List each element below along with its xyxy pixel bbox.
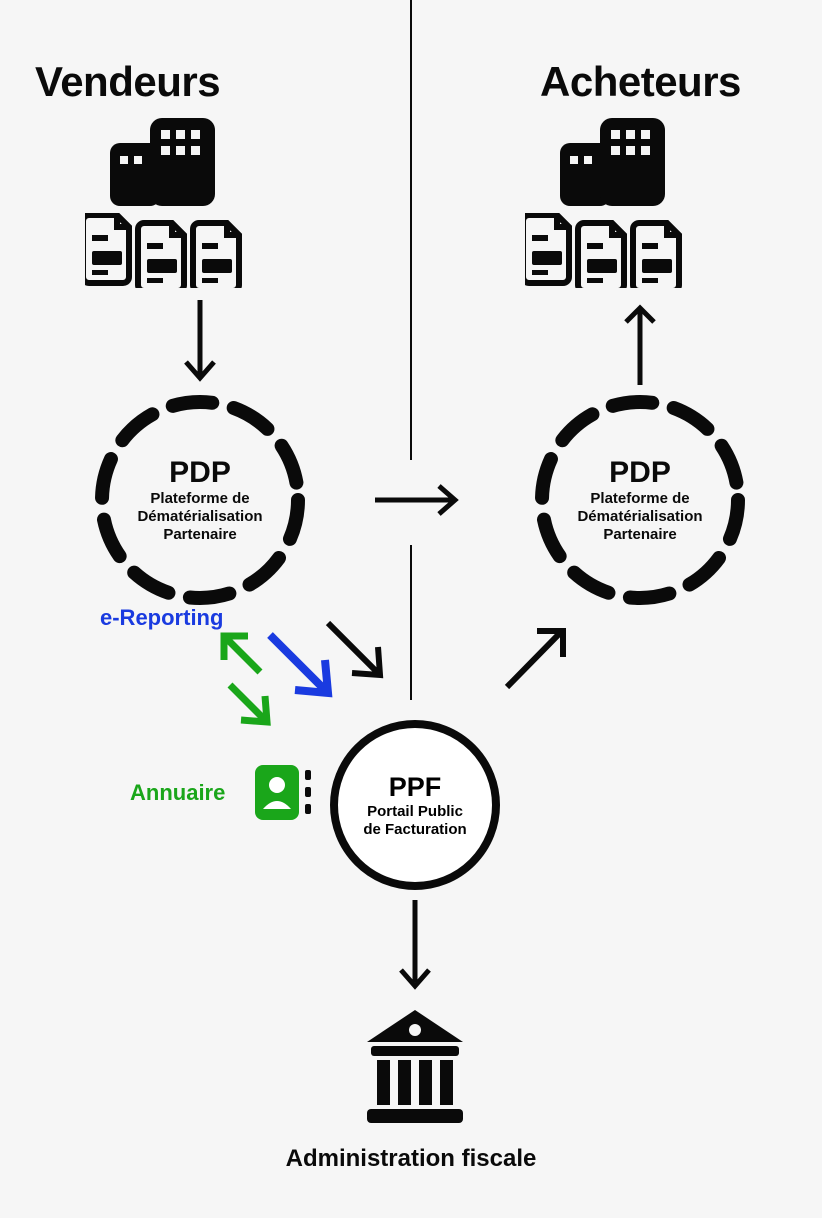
address-book-icon <box>255 765 315 820</box>
documents-icon <box>525 213 685 288</box>
documents-icon <box>85 213 245 288</box>
arrow-up-icon <box>620 300 660 390</box>
ppf-abbr: PPF <box>389 772 442 803</box>
diagram-stage: Vendeurs Acheteurs <box>0 0 822 1218</box>
e-reporting-label: e-Reporting <box>100 605 223 631</box>
building-icon <box>560 118 665 206</box>
title-vendeurs: Vendeurs <box>35 58 220 106</box>
title-acheteurs: Acheteurs <box>540 58 741 106</box>
pdp-right-node: PDP Plateforme de Dématérialisation Part… <box>540 400 740 600</box>
pdp-sub3: Partenaire <box>163 526 236 544</box>
arrow-down-icon <box>395 900 435 1000</box>
pdp-sub1: Plateforme de <box>590 490 689 508</box>
ppf-sub1: Portail Public <box>367 803 463 820</box>
ppf-sub2: de Facturation <box>363 821 466 838</box>
ppf-node: PPF Portail Public de Facturation <box>330 720 500 890</box>
pdp-sub2: Dématérialisation <box>137 508 262 526</box>
pdp-left-node: PDP Plateforme de Dématérialisation Part… <box>100 400 300 600</box>
annuaire-label: Annuaire <box>130 780 225 806</box>
arrow-down-icon <box>180 300 220 390</box>
arrow-right-icon <box>375 480 470 520</box>
pdp-sub1: Plateforme de <box>150 490 249 508</box>
pdp-abbr: PDP <box>169 456 231 490</box>
pdp-sub2: Dématérialisation <box>577 508 702 526</box>
admin-fiscale-label: Administration fiscale <box>0 1145 822 1173</box>
arrow-double-green-icon <box>210 630 290 730</box>
building-icon <box>110 118 215 206</box>
pdp-abbr: PDP <box>609 456 671 490</box>
pdp-sub3: Partenaire <box>603 526 676 544</box>
arrow-diag-up-right-icon <box>495 615 585 705</box>
government-building-icon <box>365 1010 465 1125</box>
